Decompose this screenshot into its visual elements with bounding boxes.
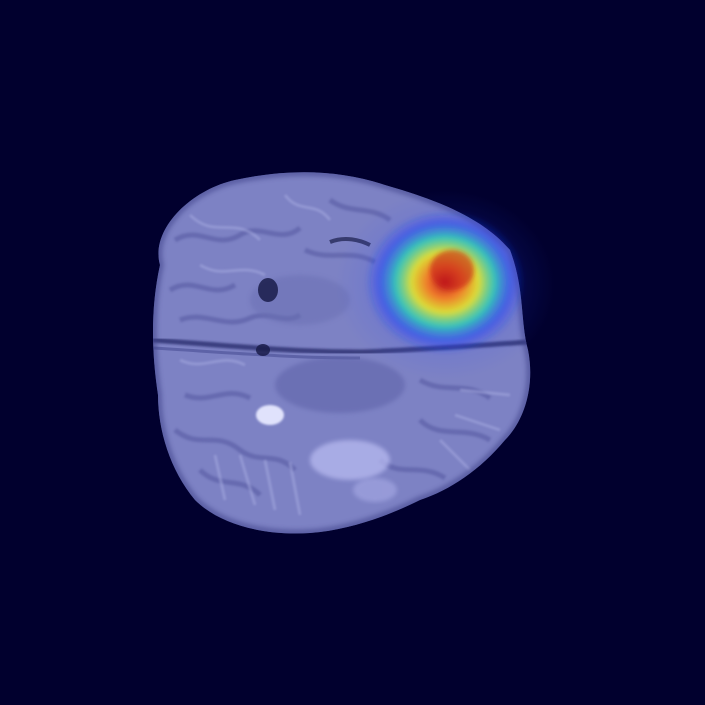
heatmap-overlay [335,190,555,380]
